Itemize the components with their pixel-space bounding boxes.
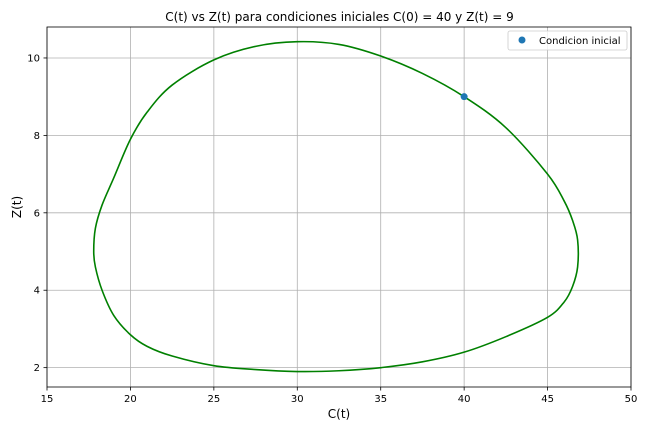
x-tick-label: 15 (41, 394, 54, 405)
x-tick-label: 35 (374, 394, 387, 405)
x-axis: 15 20 25 30 35 40 45 50 (41, 387, 638, 405)
x-tick-label: 20 (124, 394, 137, 405)
plot-area (46, 26, 632, 388)
legend: Condicion inicial (507, 30, 628, 51)
x-tick-label: 45 (541, 394, 554, 405)
legend-marker (518, 36, 526, 44)
initial-condition-point (460, 93, 468, 101)
y-axis-label: Z(t) (10, 196, 24, 218)
x-tick-label: 40 (458, 394, 471, 405)
points-layer (460, 93, 468, 101)
y-axis: 2 4 6 8 10 (27, 53, 47, 374)
x-axis-label: C(t) (328, 407, 350, 421)
grid (46, 27, 632, 387)
trajectory-line (92, 40, 580, 373)
x-tick-label: 50 (625, 394, 638, 405)
series-layer (92, 40, 580, 373)
x-tick-label: 30 (291, 394, 304, 405)
x-tick-label: 25 (207, 394, 220, 405)
chart-title: C(t) vs Z(t) para condiciones iniciales … (165, 10, 513, 24)
y-tick-label: 4 (34, 286, 40, 297)
y-tick-label: 8 (34, 131, 40, 142)
y-tick-label: 6 (34, 208, 40, 219)
y-tick-label: 10 (27, 53, 40, 64)
legend-label: Condicion inicial (539, 36, 621, 47)
legend-box (507, 30, 628, 51)
y-tick-label: 2 (34, 363, 40, 374)
